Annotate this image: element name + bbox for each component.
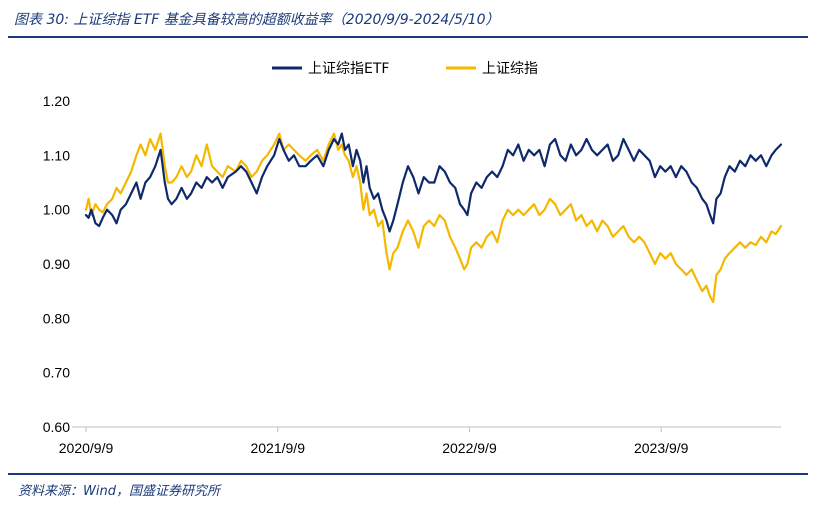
legend-label: 上证综指 <box>482 61 538 77</box>
figure-title: 图表 30: 上证综指 ETF 基金具备较高的超额收益率（2020/9/9-20… <box>14 12 500 28</box>
x-tick-label: 2022/9/9 <box>442 440 497 456</box>
source-rule <box>8 473 808 475</box>
y-tick-label: 1.00 <box>43 202 70 218</box>
x-tick-label: 2021/9/9 <box>250 440 305 456</box>
y-tick-label: 0.60 <box>43 419 70 435</box>
x-tick-label: 2020/9/9 <box>59 440 114 456</box>
y-tick-label: 1.20 <box>43 93 70 109</box>
x-tick-label: 2023/9/9 <box>634 440 689 456</box>
plot-area <box>84 132 783 304</box>
y-tick-label: 0.80 <box>43 310 70 326</box>
y-tick-label: 1.10 <box>43 147 70 163</box>
figure-source: 资料来源：Wind，国盛证券研究所 <box>18 484 220 499</box>
x-axis: 2020/9/9 2021/9/9 2022/9/9 2023/9/9 <box>59 426 781 456</box>
y-tick-label: 0.90 <box>43 256 70 272</box>
series-line-index <box>84 132 783 304</box>
y-axis: 1.20 1.10 1.00 0.90 0.80 0.70 0.60 <box>43 93 70 435</box>
legend-label: 上证综指ETF <box>308 61 389 77</box>
line-chart: 上证综指ETF 上证综指 1.20 1.10 1.00 0.90 0.80 0.70 0.60… <box>43 61 783 456</box>
series-line-etf <box>84 132 783 233</box>
y-tick-label: 0.70 <box>43 365 70 381</box>
legend: 上证综指ETF 上证综指 <box>272 61 538 77</box>
title-rule <box>8 36 808 38</box>
